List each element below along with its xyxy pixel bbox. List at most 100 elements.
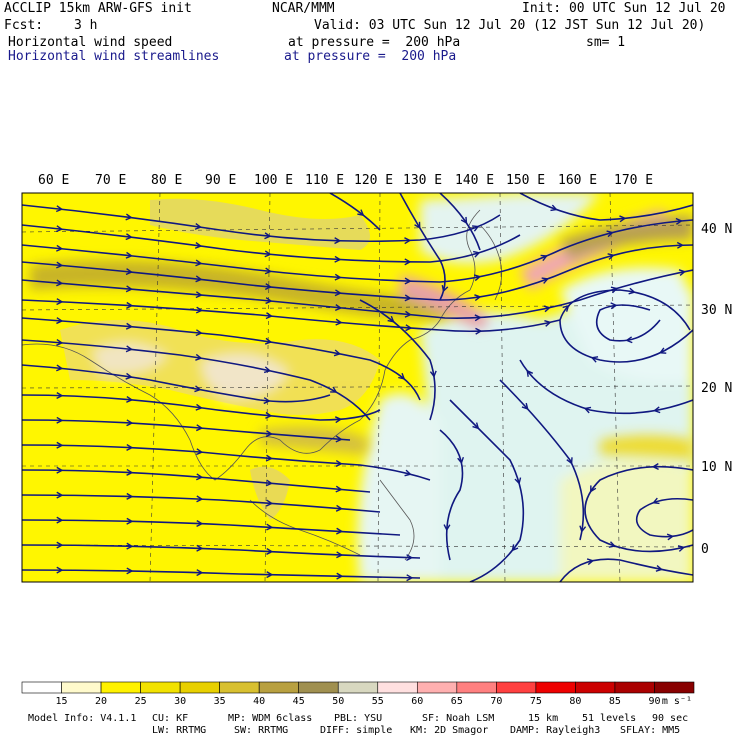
streamline-arrow [126, 443, 134, 451]
lat-label: 0 [701, 542, 709, 557]
streamline-arrow [264, 250, 272, 258]
streamline [22, 224, 521, 263]
streamline-arrow [126, 492, 134, 500]
colorbar-swatch [61, 681, 102, 694]
colorbar-label: 50 [332, 696, 344, 707]
streamline-arrow [265, 479, 273, 487]
footer-km: KM: 2D Smagor [410, 725, 489, 736]
streamline-arrow [265, 312, 273, 320]
footer-sf: SF: Noah LSM [422, 713, 495, 724]
streamline-arrow [335, 504, 344, 512]
lat-label: 30 N [701, 303, 732, 318]
streamline [22, 317, 421, 401]
streamline-arrow [610, 286, 619, 294]
streamline-arrow [56, 338, 64, 346]
colorbar-swatch [179, 681, 220, 694]
colorbar-label: 55 [372, 696, 384, 707]
streamline-arrow [472, 225, 480, 232]
streamline-arrow [56, 279, 64, 287]
colorbar-label: 70 [490, 696, 502, 707]
colorbar-swatch [377, 681, 418, 694]
streamline [519, 193, 693, 221]
streamline-arrow [125, 345, 134, 353]
footer-damp: DAMP: Rayleigh3 [510, 725, 601, 736]
streamline-arrow [125, 322, 134, 330]
footer-sflay: SFLAY: MM5 [620, 725, 681, 736]
streamline-arrow [398, 372, 406, 380]
colorbar-swatch [535, 681, 576, 694]
streamline [22, 244, 693, 301]
streamline-arrow [404, 258, 412, 266]
streamline [22, 219, 693, 283]
streamline-arrow [263, 397, 271, 405]
streamline-arrow [590, 485, 597, 493]
streamline-arrow [474, 294, 482, 302]
colorbar-label: 20 [95, 696, 107, 707]
streamline [595, 304, 661, 342]
streamline-arrow [196, 520, 204, 527]
streamline-arrow [473, 274, 482, 282]
streamline-arrow [264, 232, 272, 240]
coastlines [22, 209, 503, 561]
streamline-arrow [125, 372, 133, 380]
streamline [22, 544, 421, 559]
streamline-arrow [590, 356, 599, 363]
streamline-arrow [606, 230, 614, 238]
field1-name: Horizontal wind speed [8, 35, 173, 50]
streamline-arrow [334, 255, 342, 263]
streamline-arrow [333, 349, 342, 357]
streamline-arrow [414, 221, 421, 230]
streamline-arrow [125, 285, 134, 293]
streamline-arrow [457, 456, 465, 465]
streamline-arrow [266, 547, 274, 555]
model-title: ACCLIP 15km ARW-GFS init [4, 1, 192, 16]
lon-label: 90 E [205, 173, 236, 188]
streamline-arrow [125, 233, 133, 241]
streamline-arrow [195, 291, 203, 299]
footer-levels: 51 levels [582, 713, 637, 724]
streamline-arrow [264, 283, 273, 291]
streamline-arrow [334, 237, 342, 245]
footer-res: 15 km [528, 713, 559, 724]
streamline [499, 379, 585, 541]
streamline-arrow [266, 499, 274, 507]
streamline [22, 269, 693, 319]
streamline [584, 465, 693, 553]
streamline-arrow [566, 457, 573, 465]
map-plot-area [22, 193, 693, 582]
streamline-arrow [336, 572, 344, 580]
lon-label: 150 E [506, 173, 545, 188]
colorbar-swatch [496, 681, 537, 694]
lon-label: 140 E [455, 173, 494, 188]
lon-label: 100 E [254, 173, 293, 188]
streamline-arrow [195, 306, 204, 314]
colorbar-label: 25 [135, 696, 147, 707]
streamline-arrow [607, 253, 615, 260]
colorbar-swatch [21, 681, 62, 694]
streamline-arrow [56, 566, 64, 574]
footer-mp: MP: WDM 6class [228, 713, 313, 724]
field2-level: at pressure = 200 hPa [284, 49, 457, 64]
streamline-arrow [56, 541, 64, 549]
streamline-arrow [266, 523, 274, 531]
streamline [22, 569, 421, 579]
land-areas [60, 198, 380, 520]
streamline-arrow [265, 454, 273, 462]
lon-label: 70 E [95, 173, 126, 188]
lon-label: 170 E [614, 173, 653, 188]
lon-label: 80 E [151, 173, 182, 188]
streamline-arrow [608, 541, 617, 548]
streamline-arrow [335, 435, 343, 443]
streamline-arrow [56, 416, 64, 424]
streamline-arrow [56, 261, 64, 269]
streamline-arrow [562, 304, 570, 312]
streamline-arrow [475, 327, 483, 335]
streamline-arrow [335, 318, 343, 326]
streamline-arrow [335, 485, 343, 493]
fcst-value: 3 h [74, 18, 98, 33]
colorbar-label: 90 [648, 696, 660, 707]
colorbar-swatch [416, 681, 458, 694]
streamline [399, 193, 446, 301]
lon-label: 160 E [558, 173, 597, 188]
streamline [22, 204, 501, 243]
